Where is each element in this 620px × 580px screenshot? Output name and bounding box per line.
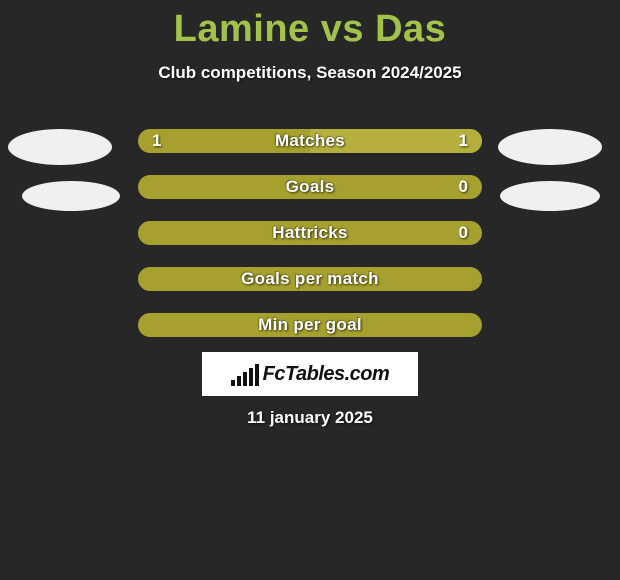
vs-separator: vs (321, 8, 364, 50)
stat-label: Goals (138, 175, 482, 199)
subtitle: Club competitions, Season 2024/2025 (0, 63, 620, 83)
stat-row: Goals per match (138, 267, 482, 291)
decorative-ellipse (500, 181, 600, 211)
stat-label: Hattricks (138, 221, 482, 245)
stat-value-right: 0 (445, 221, 482, 245)
decorative-ellipse (498, 129, 602, 165)
fctables-logo[interactable]: FcTables.com (202, 352, 418, 396)
stat-label: Min per goal (138, 313, 482, 337)
bar-chart-icon (231, 362, 259, 386)
player2-name: Das (375, 8, 446, 50)
stat-value-left: 1 (138, 129, 175, 153)
decorative-ellipse (8, 129, 112, 165)
comparison-title: Lamine vs Das (0, 0, 620, 51)
stat-row: Goals0 (138, 175, 482, 199)
stat-value-right: 1 (445, 129, 482, 153)
logo-text: FcTables.com (263, 363, 390, 386)
player1-name: Lamine (174, 8, 310, 50)
stat-label: Goals per match (138, 267, 482, 291)
stat-row: Matches1 1 (138, 129, 482, 153)
stat-label: Matches (138, 129, 482, 153)
stat-value-right: 0 (445, 175, 482, 199)
decorative-ellipse (22, 181, 120, 211)
comparison-stage: Matches11Goals0Hattricks0Goals per match… (0, 111, 620, 371)
date-label: 11 january 2025 (0, 408, 620, 428)
stat-row: Hattricks0 (138, 221, 482, 245)
stat-row: Min per goal (138, 313, 482, 337)
